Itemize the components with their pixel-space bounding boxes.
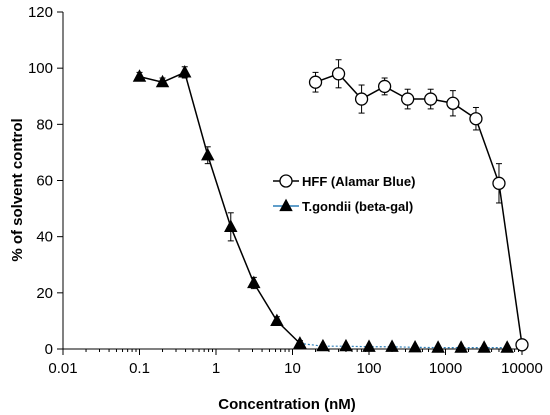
legend: HFF (Alamar Blue) T.gondii (beta-gal) — [273, 174, 415, 214]
y-axis-title: % of solvent control — [9, 118, 26, 261]
x-tick-label: 100 — [356, 360, 381, 377]
data-point — [477, 340, 491, 353]
series-layer — [132, 59, 529, 353]
data-point — [377, 79, 392, 94]
data-point — [431, 340, 445, 353]
y-tick-label: 40 — [36, 229, 53, 246]
x-tick-label: 10 — [284, 360, 301, 377]
data-point — [492, 176, 506, 190]
y-tick-label: 100 — [28, 60, 53, 77]
data-point — [331, 67, 346, 81]
data-point — [469, 112, 483, 126]
x-tick-label: 0.01 — [48, 360, 77, 377]
series-line — [139, 71, 301, 344]
data-point — [316, 338, 330, 352]
data-point — [177, 65, 192, 78]
series-line-dotted — [299, 342, 508, 349]
data-point — [201, 147, 215, 161]
data-point — [270, 313, 284, 327]
series-tgondii — [132, 65, 514, 353]
data-point — [224, 219, 238, 232]
data-point — [132, 69, 147, 82]
data-point — [385, 339, 399, 352]
x-tick-label: 10000 — [501, 360, 543, 377]
data-point — [500, 340, 514, 353]
x-tick-label: 1 — [212, 360, 220, 377]
legend-label: HFF (Alamar Blue) — [302, 174, 415, 189]
data-point — [400, 92, 415, 106]
legend-marker — [279, 198, 293, 212]
series-hff — [308, 59, 529, 352]
data-point — [424, 92, 438, 106]
data-point — [408, 339, 422, 353]
data-point — [354, 92, 369, 106]
data-point — [247, 275, 261, 289]
y-tick-label: 60 — [36, 173, 53, 190]
data-point — [293, 336, 307, 349]
x-tick-label: 1000 — [429, 360, 462, 377]
legend-marker — [279, 174, 293, 188]
data-point — [515, 338, 529, 352]
data-point — [446, 96, 460, 110]
data-point — [155, 74, 170, 88]
series-line — [315, 72, 523, 345]
x-tick-label: 0.1 — [129, 360, 150, 377]
x-axis-title: Concentration (nM) — [218, 396, 355, 413]
y-tick-label: 120 — [28, 4, 53, 21]
data-point — [339, 338, 353, 352]
data-point — [308, 75, 323, 89]
legend-label: T.gondii (beta-gal) — [302, 199, 413, 214]
y-tick-label: 80 — [36, 116, 53, 133]
data-point — [454, 340, 468, 353]
y-tick-label: 20 — [36, 285, 53, 302]
axes: 0 20 40 60 80 100 120 0.01 0.1 1 10 100 1000 10000 — [28, 4, 543, 377]
y-tick-label: 0 — [45, 341, 53, 358]
data-point — [362, 339, 376, 352]
